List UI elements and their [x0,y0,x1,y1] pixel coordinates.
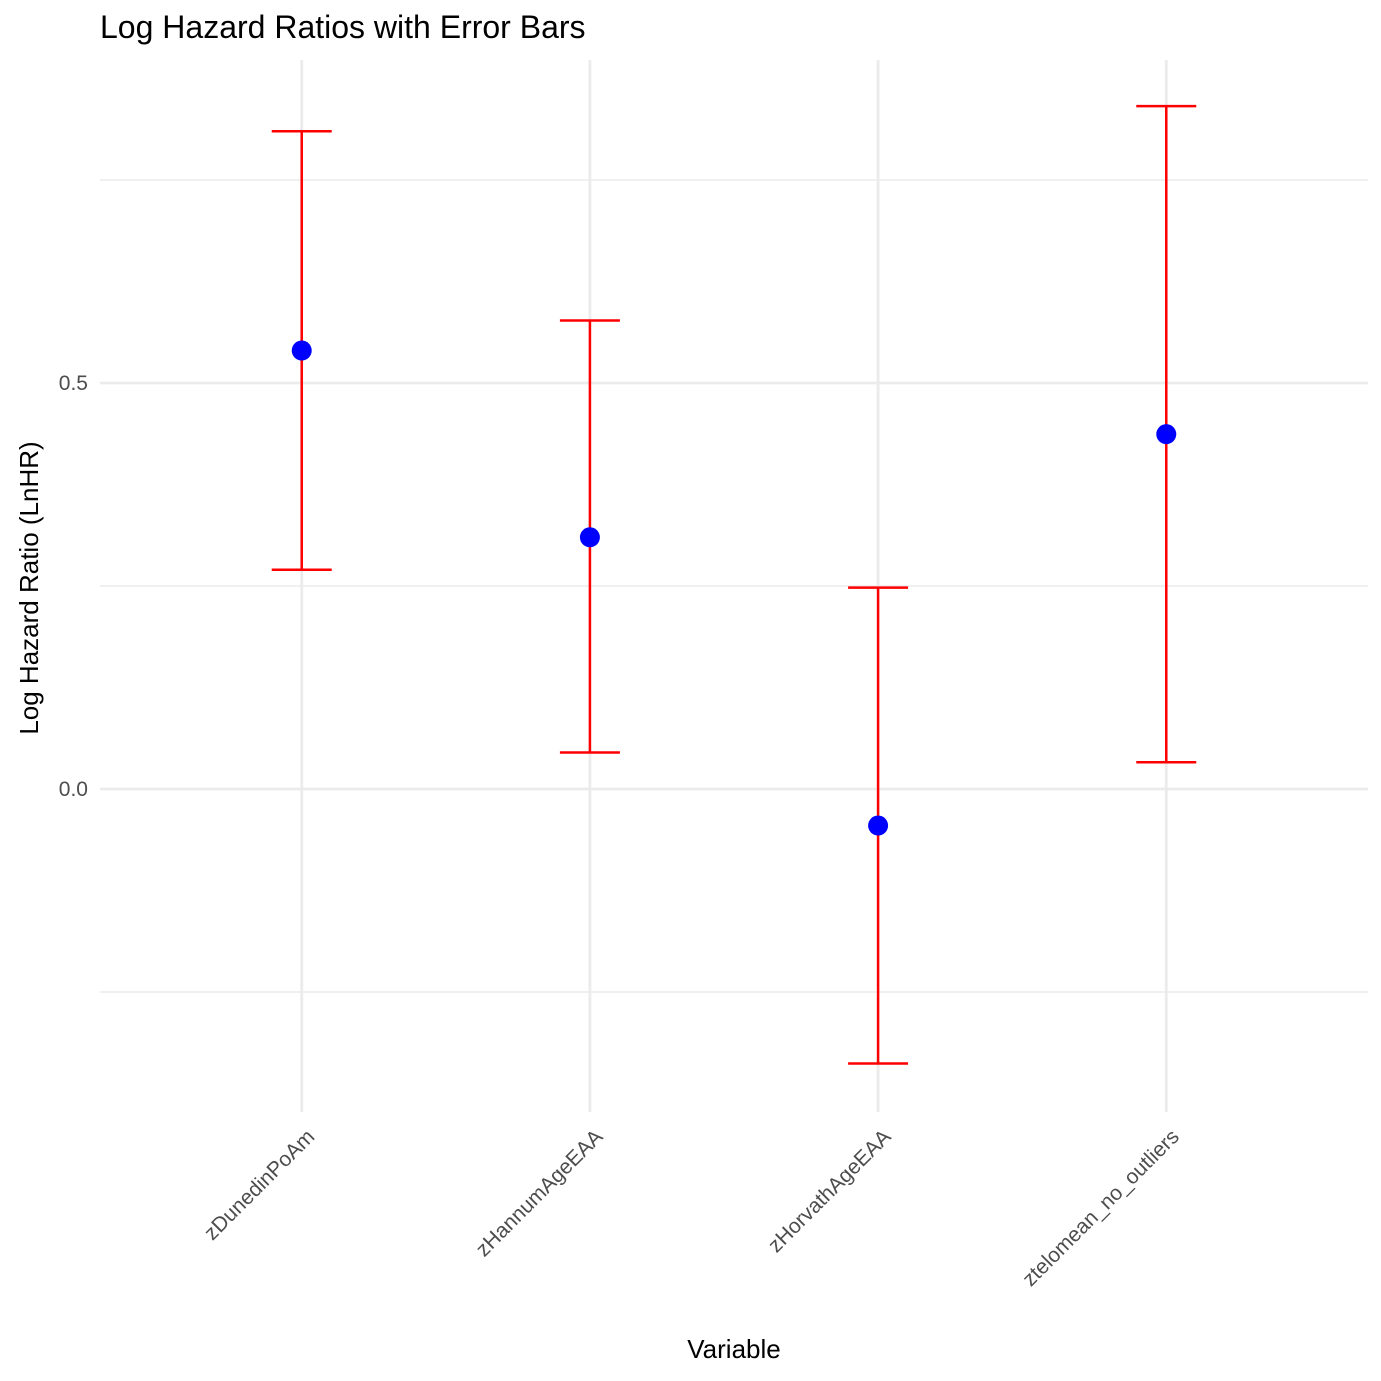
x-axis-title: Variable [687,1334,780,1364]
error-bars [271,104,1197,1065]
chart-title: Log Hazard Ratios with Error Bars [100,9,586,45]
points [291,340,1177,836]
y-tick-label: 0.0 [59,778,88,801]
x-tick-label: ztelomean_no_outliers [1018,1125,1184,1291]
y-tick-labels: 0.0 0.5 [59,372,88,801]
y-tick-label: 0.5 [59,372,88,395]
x-tick-labels: zDunedinPoAm zHannumAgeEAA zHorvathAgeEAA z… [200,1125,1184,1291]
x-tick-label: zHorvathAgeEAA [764,1125,896,1257]
x-tick-label: zDunedinPoAm [200,1125,319,1244]
x-tick-label: zHannumAgeEAA [471,1125,607,1261]
data-point [291,340,312,361]
y-axis-title: Log Hazard Ratio (LnHR) [14,441,44,734]
data-point [1156,424,1177,445]
data-point [579,527,600,548]
grid [100,60,1368,1112]
data-point [868,815,889,836]
